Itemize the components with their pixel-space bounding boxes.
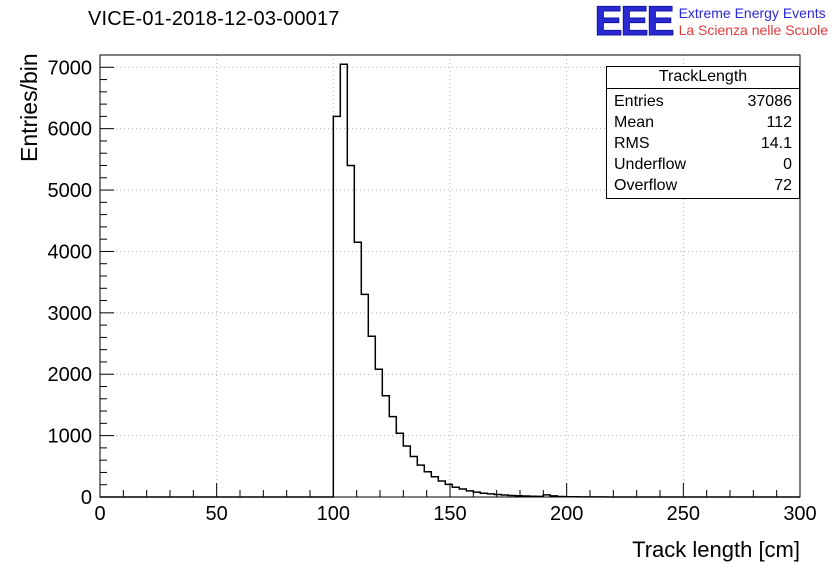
stats-row-rms: RMS 14.1	[607, 133, 799, 154]
stats-row-underflow: Underflow 0	[607, 154, 799, 175]
histogram-line	[100, 63, 800, 498]
x-tick-label: 300	[783, 503, 816, 525]
stats-label: RMS	[614, 135, 650, 152]
plot-title: VICE-01-2018-12-03-00017	[88, 8, 340, 30]
stats-value: 72	[774, 177, 792, 194]
y-tick-label: 2000	[48, 364, 93, 386]
stats-value: 112	[766, 114, 792, 131]
y-tick-label: 6000	[48, 119, 93, 141]
stats-value: 37086	[747, 93, 793, 110]
x-tick-label: 250	[667, 503, 700, 525]
y-tick-label: 7000	[48, 57, 93, 79]
x-tick-label: 100	[317, 503, 350, 525]
x-tick-label: 0	[94, 503, 105, 525]
eee-logo-line1: Extreme Energy Events	[678, 5, 826, 21]
stats-row-mean: Mean 112	[607, 112, 799, 133]
stats-row-entries: Entries 37086	[607, 91, 799, 112]
stats-value: 14.1	[760, 135, 792, 152]
stats-label: Underflow	[614, 156, 687, 173]
eee-logo-acronym: EEE	[594, 0, 675, 44]
stats-value: 0	[783, 156, 792, 173]
stats-box-title: TrackLength	[607, 67, 799, 89]
x-axis-label: Track length [cm]	[632, 537, 800, 562]
y-tick-label: 0	[81, 487, 92, 509]
y-tick-label: 5000	[48, 180, 93, 202]
x-tick-label: 150	[433, 503, 466, 525]
y-tick-label: 4000	[48, 241, 93, 263]
stats-box-rows: Entries 37086 Mean 112 RMS 14.1 Underflow 0 Over…	[607, 89, 799, 198]
eee-logo-lines: Extreme Energy Events La Scienza nelle S…	[679, 2, 828, 39]
stats-label: Entries	[614, 93, 664, 110]
eee-logo: EEE Extreme Energy Events La Scienza nel…	[594, 0, 828, 44]
stats-label: Mean	[614, 114, 655, 131]
stats-box: TrackLength Entries 37086 Mean 112 RMS 14.1 Un…	[606, 66, 800, 199]
eee-logo-line2: La Scienza nelle Scuole	[678, 22, 828, 38]
x-tick-label: 200	[550, 503, 583, 525]
y-tick-label: 3000	[48, 303, 93, 325]
stats-label: Overflow	[614, 177, 678, 194]
y-tick-label: 1000	[48, 426, 93, 448]
y-axis-label: Entries/bin	[16, 53, 42, 162]
stats-row-overflow: Overflow 72	[607, 175, 799, 196]
x-tick-label: 50	[206, 503, 228, 525]
